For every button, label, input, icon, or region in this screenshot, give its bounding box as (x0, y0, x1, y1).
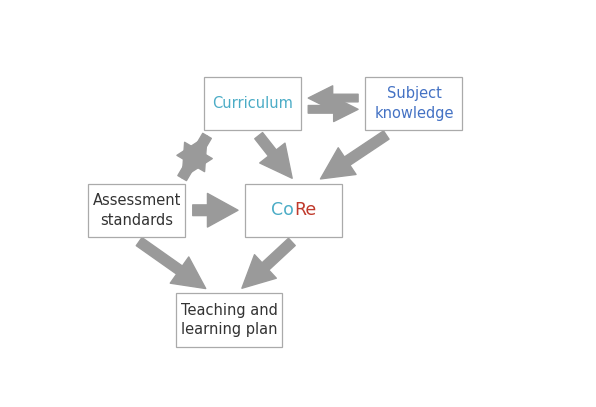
FancyBboxPatch shape (88, 184, 185, 237)
Text: Assessment
standards: Assessment standards (92, 193, 181, 228)
Text: Re: Re (294, 201, 316, 219)
Text: Subject
knowledge: Subject knowledge (374, 86, 454, 121)
Text: Curriculum: Curriculum (212, 96, 293, 111)
FancyBboxPatch shape (365, 77, 462, 130)
FancyBboxPatch shape (176, 293, 283, 347)
FancyBboxPatch shape (204, 77, 301, 130)
Text: Co: Co (271, 201, 294, 219)
Text: Teaching and
learning plan: Teaching and learning plan (181, 302, 278, 337)
FancyBboxPatch shape (246, 184, 342, 237)
